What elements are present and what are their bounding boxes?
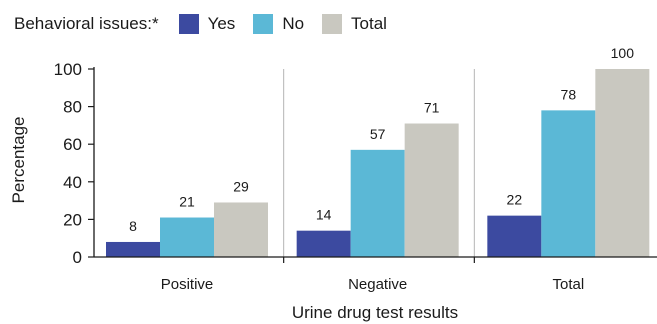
bar-no-total [541,110,596,257]
legend-label-yes: Yes [207,14,236,33]
bar-yes-negative [296,230,351,257]
data-label-total-total: 100 [611,45,635,61]
bar-no-negative [350,149,405,257]
legend-item-yes: Yes [178,14,236,34]
legend-item-total: Total [322,14,387,34]
legend-swatch-total [322,14,343,34]
legend-title: Behavioral issues:* [14,14,159,33]
y-tick-label: 20 [63,210,82,229]
x-axis-title: Urine drug test results [292,303,458,322]
y-tick-label: 100 [54,60,82,79]
data-label-no-positive: 21 [179,194,195,210]
y-tick-label: 60 [63,135,82,154]
bar-yes-positive [106,241,160,257]
y-tick-label: 40 [63,173,82,192]
legend-swatch-yes [178,14,199,34]
data-label-no-total: 78 [561,86,577,102]
y-tick-label: 80 [63,98,82,117]
legend: Behavioral issues:* Yes No Total [14,12,405,36]
bar-yes-total [487,215,542,257]
data-label-total-negative: 71 [424,100,440,116]
legend-label-total: Total [351,14,387,33]
legend-swatch-no [253,14,274,34]
x-tick-label-total: Total [552,276,584,293]
data-label-total-positive: 29 [233,178,249,194]
data-label-no-negative: 57 [370,126,386,142]
x-tick-label-negative: Negative [348,276,407,293]
x-tick-label-positive: Positive [161,276,214,293]
data-label-yes-negative: 14 [316,207,332,223]
bar-total-negative [404,123,459,258]
legend-item-no: No [253,14,304,34]
y-axis-title: Percentage [9,117,28,204]
legend-label-no: No [282,14,305,33]
bar-no-positive [160,217,214,257]
data-label-yes-total: 22 [507,192,523,208]
bar-total-total [595,69,650,257]
data-label-yes-positive: 8 [129,218,137,234]
bar-total-positive [214,202,268,257]
y-tick-label: 0 [73,248,82,267]
